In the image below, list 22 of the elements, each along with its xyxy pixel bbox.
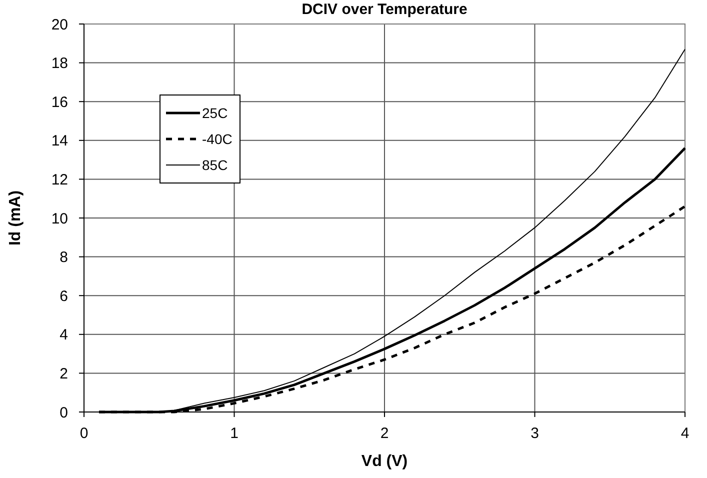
x-tick-label: 2 xyxy=(380,425,389,442)
y-tick-label: 14 xyxy=(51,132,68,150)
y-tick-label: 0 xyxy=(60,404,68,422)
x-axis-title: Vd (V) xyxy=(361,453,408,470)
y-tick-label: 2 xyxy=(60,365,68,382)
x-tick-label: 4 xyxy=(680,425,690,442)
legend-label: 25C xyxy=(202,104,228,121)
y-tick-label: 18 xyxy=(51,55,68,72)
y-tick-label: 10 xyxy=(51,210,68,228)
y-tick-label: 16 xyxy=(51,94,68,111)
y-tick-label: 8 xyxy=(60,249,68,266)
chart-title: DCIV over Temperature xyxy=(302,1,468,18)
x-tick-label: 3 xyxy=(530,425,539,442)
x-tick-label: 0 xyxy=(80,425,88,442)
legend-label: -40C xyxy=(202,130,232,147)
legend-label: 85C xyxy=(202,156,228,173)
x-tick-label: 1 xyxy=(230,425,238,442)
y-tick-label: 6 xyxy=(60,288,68,305)
y-tick-label: 20 xyxy=(51,16,68,34)
y-axis-title: Id (mA) xyxy=(7,190,24,246)
y-tick-label: 12 xyxy=(51,171,68,188)
y-tick-label: 4 xyxy=(60,326,68,344)
